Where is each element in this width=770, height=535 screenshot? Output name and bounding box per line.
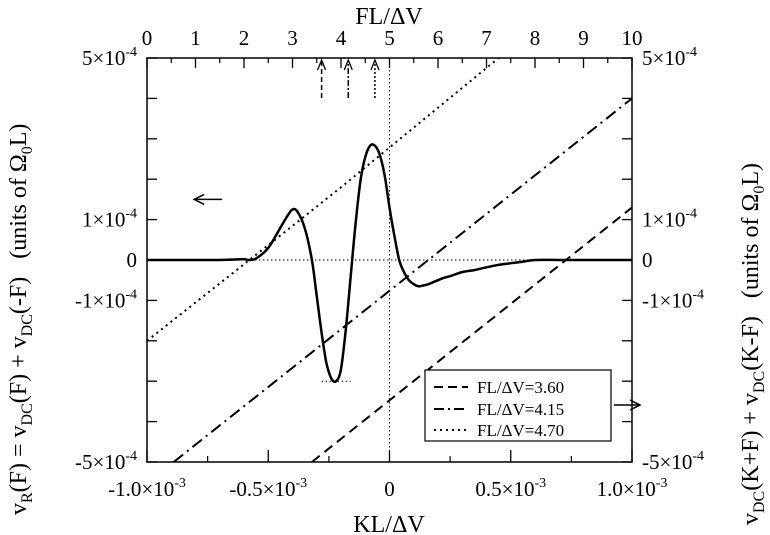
top-tick-label: 6 — [433, 26, 444, 50]
right-tick-label: 5×10-4 — [642, 45, 697, 70]
right-tick-label: -1×10-4 — [642, 287, 704, 312]
right-tick-label: 0 — [642, 248, 653, 272]
series-layer — [147, 58, 632, 462]
right-axis-title: vDC(K+F) + vDC(K-F) (units of Ω0L) — [738, 163, 768, 525]
bottom-tick-label: -0.5×10-3 — [229, 476, 307, 501]
top-axis-title: FL/ΔV — [355, 4, 423, 30]
top-tick-label: 1 — [190, 26, 201, 50]
bottom-tick-label: -1.0×10-3 — [108, 476, 186, 501]
top-tick-label: 9 — [578, 26, 589, 50]
top-tick-label: 4 — [336, 26, 347, 50]
series-line-dotted — [147, 58, 500, 342]
legend-label-3-60: FL/ΔV=3.60 — [477, 378, 564, 397]
series-line-dashed — [311, 206, 632, 462]
right-tick-label: -5×10-4 — [642, 449, 704, 474]
left-tick-label: 5×10-4 — [82, 45, 137, 70]
left-axis-title: vR(F) = vDC(F) + vDC(-F) (units of Ω0L) — [6, 124, 36, 515]
right-tick-label: 1×10-4 — [642, 207, 697, 232]
left-tick-label: -5×10-4 — [75, 449, 137, 474]
series-line-dash-dot — [173, 97, 632, 462]
bottom-tick-label: 1.0×10-3 — [597, 476, 668, 501]
left-axis-arrow-head — [192, 193, 205, 206]
top-tick-label: 2 — [239, 26, 250, 50]
top-tick-label: 8 — [530, 26, 541, 50]
bottom-tick-label: 0.5×10-3 — [475, 476, 546, 501]
bottom-axis-title: KL/ΔV — [353, 512, 425, 535]
legend-label-4-15: FL/ΔV=4.15 — [477, 400, 564, 419]
top-tick-label: 10 — [622, 26, 643, 50]
right-axis-arrow-head — [629, 399, 642, 411]
left-tick-label: 0 — [127, 248, 138, 272]
left-tick-label: -1×10-4 — [75, 287, 137, 312]
top-tick-label: 5 — [384, 26, 395, 50]
top-tick-label: 0 — [142, 26, 153, 50]
top-arrow-head — [316, 58, 327, 71]
tick-labels: -1.0×10-3 -0.5×10-3 0 0.5×10-3 1.0×10-3 0 1 2 3 4… — [75, 26, 704, 501]
top-arrow-head — [343, 58, 353, 71]
legend-label-4-70: FL/ΔV=4.70 — [477, 421, 564, 440]
bottom-tick-label: 0 — [384, 477, 395, 501]
tick-marks — [146, 57, 633, 463]
legend-box — [424, 369, 612, 442]
left-tick-label: 1×10-4 — [82, 207, 137, 232]
annotation-arrows — [192, 58, 642, 411]
top-arrow-head — [370, 58, 380, 71]
solid-curve — [147, 143, 632, 384]
top-tick-label: 7 — [481, 26, 492, 50]
top-tick-label: 3 — [287, 26, 298, 50]
legend: FL/ΔV=3.60 FL/ΔV=4.15 FL/ΔV=4.70 — [424, 369, 612, 442]
